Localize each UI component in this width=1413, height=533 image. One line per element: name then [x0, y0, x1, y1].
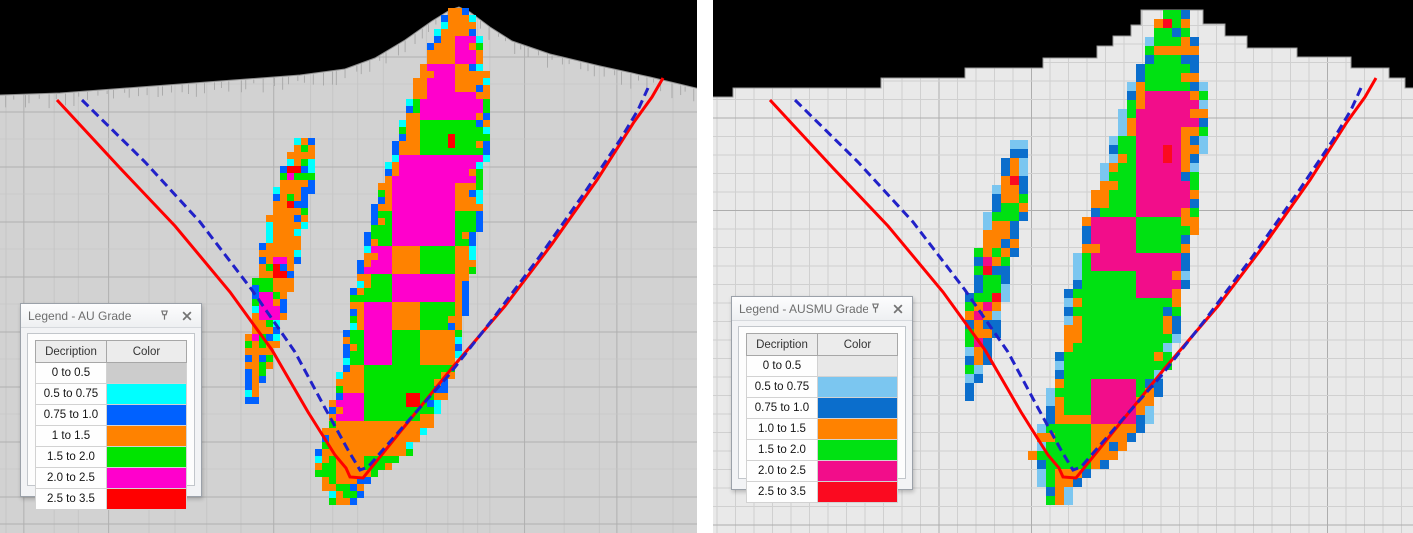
legend-row-color-swatch [816, 418, 899, 440]
legend-row-color-swatch [816, 376, 899, 398]
legend-row-label: 0.5 to 0.75 [746, 376, 818, 398]
legend-titlebar[interactable]: Legend - AUSMU Grade [732, 297, 912, 321]
surface-ticks [5, 8, 695, 109]
pin-icon[interactable] [868, 302, 882, 316]
legend-row: 1.0 to 1.5 [746, 418, 899, 440]
legend-row-label: 2.5 to 3.5 [35, 488, 107, 510]
legend-row: 2.5 to 3.5 [35, 488, 188, 510]
close-icon[interactable] [180, 309, 194, 323]
legend-row-label: 0.5 to 0.75 [35, 383, 107, 405]
legend-col-color: Color [105, 340, 188, 363]
ore-body-main [1028, 10, 1208, 505]
legend-row: 0.5 to 0.75 [746, 376, 899, 398]
legend-col-description: Decription [746, 333, 818, 356]
ore-body-west [245, 138, 315, 404]
pit-stage-line-dashed [80, 87, 650, 472]
legend-col-color: Color [816, 333, 899, 356]
sky [713, 0, 1413, 97]
legend-row: 0.5 to 0.75 [35, 383, 188, 405]
legend-table: Decription Color 0 to 0.5 0.5 to 0.75 0.75… [746, 333, 899, 503]
legend-row-color-swatch [105, 488, 188, 510]
legend-row-color-swatch [105, 467, 188, 489]
legend-row-color-swatch [816, 397, 899, 419]
legend-row-label: 2.5 to 3.5 [746, 481, 818, 503]
legend-window-ausmu[interactable]: Legend - AUSMU Grade [731, 296, 913, 503]
legend-col-description: Decription [35, 340, 107, 363]
viewport-ausmu-grade[interactable]: Legend - AUSMU Grade [713, 0, 1413, 533]
legend-row-color-swatch [816, 439, 899, 461]
legend-row: 2.0 to 2.5 [35, 467, 188, 489]
titlebar-icons [868, 302, 905, 316]
block-model-section-au[interactable] [0, 0, 697, 533]
close-icon[interactable] [891, 302, 905, 316]
legend-row: 0 to 0.5 [35, 362, 188, 384]
titlebar-icons [157, 309, 194, 323]
legend-title: Legend - AUSMU Grade [739, 301, 868, 316]
ore-body-main [315, 8, 490, 505]
legend-window-au[interactable]: Legend - AU Grade Dec [20, 303, 202, 510]
legend-row-label: 1.0 to 1.5 [746, 418, 818, 440]
viewport-au-grade[interactable]: Legend - AU Grade Dec [0, 0, 697, 533]
legend-row: 1.5 to 2.0 [746, 439, 899, 461]
legend-row: 2.5 to 3.5 [746, 481, 899, 503]
legend-row: 0 to 0.5 [746, 355, 899, 377]
legend-table: Decription Color 0 to 0.5 0.5 to 0.75 0.75… [35, 340, 188, 510]
legend-row-color-swatch [105, 383, 188, 405]
legend-row-label: 2.0 to 2.5 [35, 467, 107, 489]
legend-row-color-swatch [105, 404, 188, 426]
legend-row: 0.75 to 1.0 [746, 397, 899, 419]
ore-body-west [965, 140, 1028, 401]
legend-row: 1.5 to 2.0 [35, 446, 188, 468]
legend-row-label: 1 to 1.5 [35, 425, 107, 447]
pit-stage-line-dashed [793, 87, 1363, 472]
terrain-line [713, 9, 1413, 98]
legend-row-label: 2.0 to 2.5 [746, 460, 818, 482]
legend-row-color-swatch [105, 446, 188, 468]
legend-body: Decription Color 0 to 0.5 0.5 to 0.75 0.75… [27, 333, 195, 510]
legend-row-label: 0 to 0.5 [35, 362, 107, 384]
legend-title: Legend - AU Grade [28, 308, 132, 323]
pin-icon[interactable] [157, 309, 171, 323]
legend-header-row: Decription Color [746, 333, 899, 356]
pit-design-line [55, 77, 665, 480]
legend-row-color-swatch [105, 425, 188, 447]
legend-titlebar[interactable]: Legend - AU Grade [21, 304, 201, 328]
sky [0, 0, 697, 95]
legend-row-color-swatch [105, 362, 188, 384]
legend-row-color-swatch [816, 460, 899, 482]
legend-row-label: 0.75 to 1.0 [35, 404, 107, 426]
legend-row: 0.75 to 1.0 [35, 404, 188, 426]
legend-row-label: 1.5 to 2.0 [35, 446, 107, 468]
legend-row-label: 0.75 to 1.0 [746, 397, 818, 419]
legend-row-color-swatch [816, 481, 899, 503]
legend-row-label: 0 to 0.5 [746, 355, 818, 377]
legend-row: 2.0 to 2.5 [746, 460, 899, 482]
legend-row-color-swatch [816, 355, 899, 377]
pit-design-line [768, 77, 1378, 480]
legend-row-label: 1.5 to 2.0 [746, 439, 818, 461]
legend-row: 1 to 1.5 [35, 425, 188, 447]
legend-body: Decription Color 0 to 0.5 0.5 to 0.75 0.75… [738, 326, 906, 503]
legend-header-row: Decription Color [35, 340, 188, 363]
